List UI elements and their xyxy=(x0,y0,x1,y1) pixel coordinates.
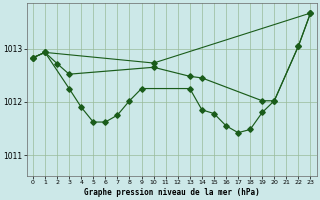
X-axis label: Graphe pression niveau de la mer (hPa): Graphe pression niveau de la mer (hPa) xyxy=(84,188,260,197)
